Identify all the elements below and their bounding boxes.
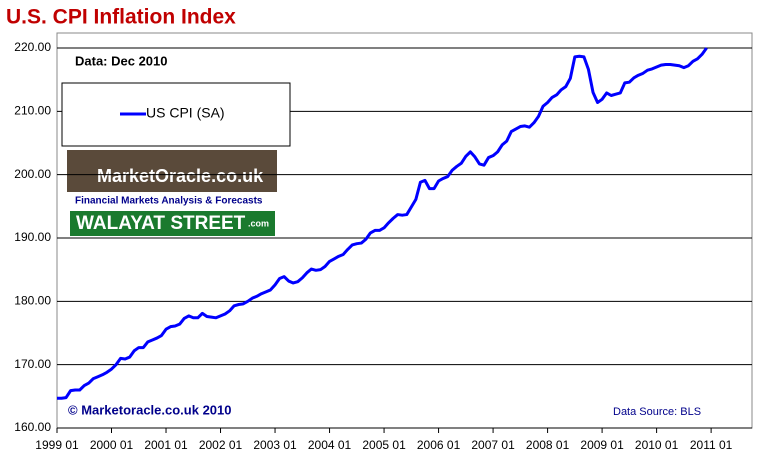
logo-text: WALAYAT STREET <box>76 213 246 234</box>
x-tick-label: 1999 01 <box>35 438 79 452</box>
y-tick-label: 220.00 <box>14 40 51 54</box>
x-tick-label: 2011 01 <box>690 438 733 452</box>
logo: MarketOracle.co.uk Financial Markets Ana… <box>67 150 277 238</box>
data-line <box>57 47 708 400</box>
annotation: © Marketoracle.co.uk 2010 <box>68 402 232 417</box>
legend-label: US CPI (SA) <box>146 105 225 121</box>
logo-text: .com <box>248 218 269 228</box>
legend: US CPI (SA) <box>61 82 291 147</box>
x-tick-label: 2007 01 <box>471 438 515 452</box>
x-tick-label: 2002 01 <box>199 438 243 452</box>
legend-box <box>61 82 291 147</box>
x-tick-label: 2004 01 <box>308 438 352 452</box>
y-tick-label: 170.00 <box>14 357 51 371</box>
logo-text: Financial Markets Analysis & Forecasts <box>75 196 263 207</box>
y-tick-label: 210.00 <box>14 104 51 118</box>
x-tick-label: 2008 01 <box>526 438 570 452</box>
x-tick-label: 2003 01 <box>253 438 297 452</box>
annotation: Data Source: BLS <box>613 406 701 418</box>
chart-title: U.S. CPI Inflation Index <box>6 6 236 29</box>
x-tick-label: 2000 01 <box>90 438 134 452</box>
y-tick-label: 160.00 <box>14 420 51 434</box>
logo-box <box>67 150 277 192</box>
x-tick-label: 2005 01 <box>362 438 406 452</box>
logo-text: MarketOracle.co.uk <box>97 166 264 186</box>
x-tick-label: 2010 01 <box>635 438 679 452</box>
x-tick-label: 2001 01 <box>144 438 188 452</box>
y-tick-label: 180.00 <box>14 294 51 308</box>
y-tick-label: 190.00 <box>14 230 51 244</box>
y-tick-label: 200.00 <box>14 167 51 181</box>
annotation: Data: Dec 2010 <box>75 53 168 68</box>
x-tick-label: 2009 01 <box>580 438 624 452</box>
logo-box <box>68 209 277 238</box>
x-tick-label: 2006 01 <box>417 438 461 452</box>
